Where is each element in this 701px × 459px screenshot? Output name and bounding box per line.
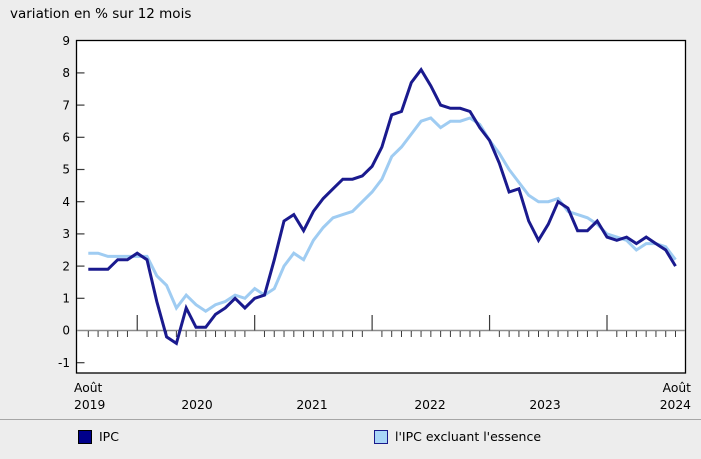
- legend-swatch-ipc: [78, 429, 92, 444]
- y-axis-label: 4: [62, 195, 70, 209]
- y-axis-label: 1: [62, 292, 70, 306]
- legend-item-ipc: IPC: [78, 429, 119, 444]
- x-axis-label: Août: [663, 381, 692, 395]
- legend-swatch-ipc-excl-essence: [374, 429, 388, 444]
- chart-title: variation en % sur 12 mois: [10, 6, 192, 22]
- y-axis-label: 6: [62, 131, 70, 145]
- x-axis-label: 2021: [296, 398, 327, 412]
- y-axis-label: 0: [62, 324, 70, 338]
- series-line-ipc: [88, 67, 677, 346]
- legend-separator: [0, 419, 701, 420]
- y-axis-label: 5: [62, 163, 70, 177]
- x-axis-label: 2024: [660, 398, 691, 412]
- y-axis-label: 3: [62, 227, 70, 241]
- y-axis-label: 9: [62, 34, 70, 48]
- x-axis-label: Août: [74, 381, 103, 395]
- y-axis-label: -1: [58, 356, 70, 370]
- plot-frame: [75, 39, 687, 374]
- legend-label-ipc: IPC: [99, 429, 119, 444]
- y-axis-label: 8: [62, 66, 70, 80]
- x-axis-label: 2022: [414, 398, 445, 412]
- x-axis-label: 2023: [529, 398, 560, 412]
- x-axis-label: 2019: [74, 398, 105, 412]
- legend-label-ipc-excl-essence: l'IPC excluant l'essence: [395, 429, 542, 444]
- legend-item-ipc-excl-essence: l'IPC excluant l'essence: [374, 429, 541, 444]
- y-axis-label: 7: [62, 98, 70, 112]
- x-axis-label: 2020: [181, 398, 212, 412]
- series-line-ipc-excl-essence: [88, 116, 677, 314]
- y-axis-label: 2: [62, 259, 70, 273]
